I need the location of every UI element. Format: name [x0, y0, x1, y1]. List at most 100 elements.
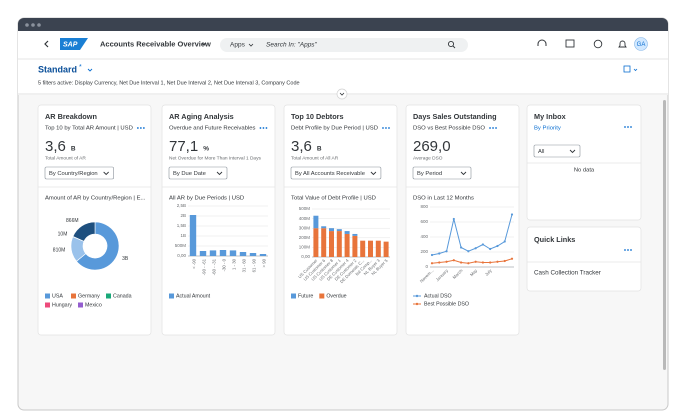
- back-button[interactable]: [44, 40, 49, 48]
- data-label: 3B: [122, 256, 129, 262]
- selector[interactable]: [44, 166, 114, 180]
- x-tick-label: < -90: [192, 258, 197, 269]
- selector-text: By All Accounts Receivable: [295, 171, 365, 177]
- data-point: [459, 246, 463, 249]
- data-point: [481, 261, 485, 264]
- selector[interactable]: [290, 166, 382, 180]
- share-icon[interactable]: [623, 65, 631, 73]
- chevron: [103, 171, 109, 176]
- data-point: [452, 217, 455, 221]
- more-icon[interactable]: [262, 127, 265, 129]
- data-point: [503, 259, 506, 263]
- selector-text: All: [538, 149, 544, 155]
- help-icon[interactable]: [537, 39, 547, 46]
- bar-segment: [360, 240, 366, 257]
- selector[interactable]: [412, 166, 472, 180]
- y-tick-label: 500M: [299, 206, 311, 211]
- data-point: [510, 257, 514, 260]
- more-icon[interactable]: [139, 127, 142, 129]
- notification-icon[interactable]: [618, 40, 627, 48]
- more-icon[interactable]: [489, 127, 491, 129]
- logo-text: SAP: [63, 41, 78, 48]
- selector[interactable]: [533, 144, 581, 158]
- chevron: [248, 43, 254, 47]
- bar-segment: [344, 233, 350, 257]
- bar-segment: [352, 235, 358, 257]
- scrollbar[interactable]: [663, 100, 666, 370]
- quick-link[interactable]: Cash Collection Tracker: [534, 270, 601, 277]
- more-icon[interactable]: [382, 127, 384, 129]
- selector-text: By Country/Region: [49, 171, 98, 177]
- data-point: [445, 260, 448, 263]
- bar-segment: [336, 229, 342, 232]
- more-icon[interactable]: [627, 126, 629, 128]
- data-label: 810M: [53, 248, 66, 254]
- card-subtitle: Top 10 by Total AR Amount | USD: [45, 126, 133, 132]
- chevron[interactable]: [87, 68, 93, 72]
- more-icon[interactable]: [630, 249, 632, 251]
- card: [161, 104, 276, 336]
- kpi-unit: B: [317, 146, 322, 153]
- bar-segment: [344, 231, 350, 234]
- card: [283, 104, 398, 336]
- sap-logo[interactable]: [60, 38, 88, 50]
- data-point: [438, 252, 441, 255]
- avatar-initials: GA: [637, 42, 646, 48]
- more-icon[interactable]: [259, 127, 262, 129]
- search-input[interactable]: Search In: "Apps": [266, 42, 318, 49]
- legend-label: Germany: [78, 293, 100, 299]
- data-point: [474, 247, 477, 250]
- search-scope[interactable]: Apps: [230, 42, 246, 49]
- kpi-label: Total Amount of AR: [45, 155, 86, 161]
- feedback-icon[interactable]: [565, 39, 575, 48]
- kpi-value: 3,6: [291, 138, 312, 155]
- card-title: Top 10 Debtors: [291, 112, 344, 121]
- more-icon[interactable]: [630, 126, 632, 128]
- more-icon[interactable]: [624, 126, 626, 128]
- y-tick-label: 500M: [175, 243, 187, 248]
- legend-swatch: [169, 293, 174, 299]
- info-icon[interactable]: [593, 39, 603, 49]
- x-tick-label: -30 - 0: [222, 258, 227, 271]
- card: [526, 226, 642, 292]
- title-bar: [18, 18, 668, 31]
- search-bar[interactable]: [220, 38, 468, 52]
- kpi-unit: %: [203, 146, 209, 153]
- more-icon[interactable]: [385, 127, 387, 129]
- chevron: [201, 42, 207, 46]
- app-title[interactable]: Accounts Receivable Overview: [100, 39, 211, 48]
- data-point: [430, 253, 434, 257]
- card-title: AR Breakdown: [45, 112, 97, 121]
- data-point: [496, 244, 499, 248]
- variant-name[interactable]: Standard: [38, 64, 77, 74]
- x-tick-label: 31 - 60: [242, 258, 247, 272]
- data-point: [510, 213, 514, 216]
- more-icon[interactable]: [627, 249, 629, 251]
- kpi-value: 269,0: [413, 138, 451, 155]
- chevron: [339, 92, 345, 96]
- y-tick-label: 2B: [180, 213, 186, 218]
- data-point: [467, 262, 470, 265]
- chevron: [633, 68, 638, 72]
- bar-segment: [321, 226, 327, 229]
- bar: [199, 251, 207, 256]
- more-icon[interactable]: [388, 127, 390, 129]
- more-icon[interactable]: [265, 127, 268, 129]
- card-subtitle: Overdue and Future Receivables: [169, 126, 255, 132]
- selector-text: By Due Date: [173, 171, 206, 177]
- search-icon[interactable]: [447, 40, 455, 48]
- avatar[interactable]: [634, 37, 648, 51]
- more-icon[interactable]: [142, 127, 145, 129]
- collapse-button[interactable]: [336, 88, 348, 100]
- selector[interactable]: [168, 166, 228, 180]
- y-tick-label: 0: [425, 264, 428, 269]
- more-icon[interactable]: [136, 127, 139, 129]
- more-icon[interactable]: [624, 249, 626, 251]
- legend-swatch: [106, 293, 111, 299]
- data-point: [489, 261, 492, 264]
- more-icon[interactable]: [492, 127, 494, 129]
- bar-segment: [313, 228, 319, 257]
- bar-segment: [352, 233, 358, 236]
- more-icon[interactable]: [495, 127, 497, 129]
